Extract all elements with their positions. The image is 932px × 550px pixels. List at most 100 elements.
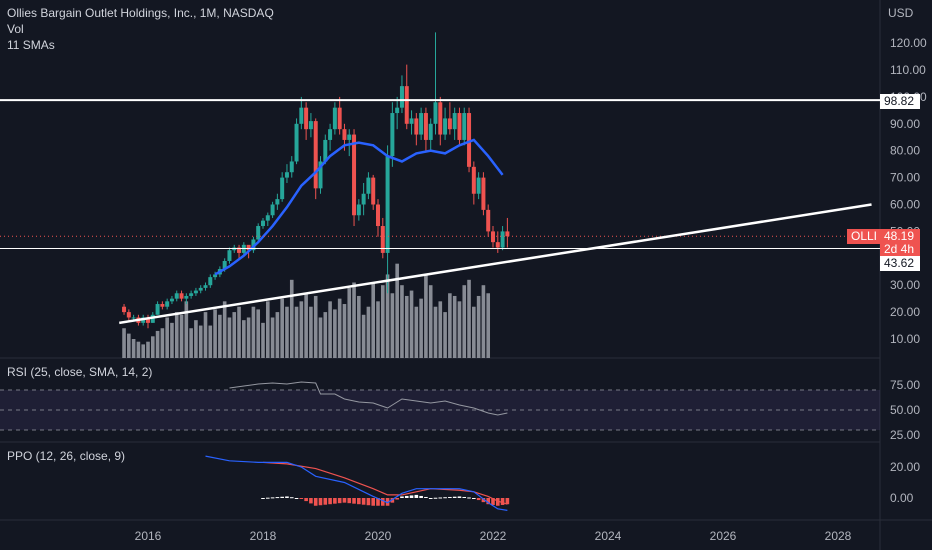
- rsi-tick-label: 75.00: [890, 378, 920, 392]
- candle-body: [131, 317, 136, 319]
- candle-body: [318, 161, 323, 189]
- candle-body: [265, 215, 270, 221]
- volume-bar: [127, 333, 131, 358]
- candle-body: [299, 107, 304, 124]
- ppo-histogram-bar: [500, 498, 505, 505]
- candle-body: [246, 244, 251, 251]
- ppo-histogram-bar: [428, 498, 433, 499]
- ppo-histogram-bar: [486, 498, 491, 505]
- ppo-histogram-bar: [261, 498, 265, 499]
- volume-bar: [270, 317, 275, 358]
- candle-body: [376, 204, 380, 227]
- ppo-histogram-bar: [265, 497, 270, 499]
- candle-body: [486, 209, 491, 232]
- candle-body: [423, 113, 428, 140]
- ppo-histogram-bar: [404, 495, 409, 498]
- time-tick-label: 2022: [480, 529, 507, 543]
- volume-bar: [409, 290, 414, 358]
- ppo-histogram-bar: [419, 495, 423, 498]
- candle-body: [160, 304, 165, 307]
- candle-body: [126, 312, 131, 318]
- volume-bar: [203, 312, 208, 358]
- volume-bar: [131, 339, 136, 358]
- candle-body: [155, 304, 160, 315]
- candle-body: [122, 306, 127, 313]
- ppo-histogram-bar: [433, 497, 438, 499]
- volume-bar: [323, 312, 328, 358]
- volume-bar: [376, 301, 380, 358]
- volume-bar: [309, 306, 313, 358]
- volume-bar: [155, 330, 160, 358]
- candle-body: [256, 226, 261, 240]
- time-tick-label: 2020: [365, 529, 392, 543]
- price-tick-label: 120.00: [890, 36, 927, 50]
- price-tick-label: 60.00: [890, 198, 920, 212]
- volume-bar: [438, 301, 443, 358]
- volume-bar: [352, 282, 356, 358]
- candle-body: [452, 113, 457, 130]
- ppo-label[interactable]: PPO (12, 26, close, 9): [7, 449, 126, 463]
- candle-body: [304, 107, 309, 130]
- ppo-histogram-bar: [285, 496, 289, 498]
- ppo-histogram-bar: [457, 496, 462, 498]
- candle-body: [165, 301, 170, 307]
- candle-body: [447, 118, 452, 130]
- candle-body: [169, 298, 174, 302]
- volume-bar: [304, 293, 308, 358]
- volume-bar: [294, 306, 299, 358]
- ppo-histogram-bar: [313, 498, 318, 506]
- volume-bar: [194, 320, 198, 358]
- ppo-tick-label: 0.00: [890, 491, 914, 505]
- volume-bar: [433, 306, 438, 358]
- candle-body: [294, 123, 299, 162]
- volume-bar: [189, 328, 193, 358]
- candle-body: [289, 161, 294, 173]
- volume-bar: [347, 287, 352, 358]
- ppo-histogram-bar: [385, 498, 390, 506]
- volume-bar: [486, 293, 491, 358]
- volume-bar: [404, 295, 409, 358]
- ppo-histogram-bar: [280, 496, 284, 498]
- candle-body: [332, 107, 337, 130]
- volume-bar: [361, 314, 366, 358]
- price-tick-label: 90.00: [890, 117, 920, 131]
- volume-bar: [462, 285, 467, 358]
- ppo-histogram-bar: [414, 494, 419, 498]
- ppo-histogram-bar: [495, 498, 500, 506]
- ppo-line: [205, 455, 508, 511]
- ppo-histogram-bar: [333, 498, 337, 504]
- ppo-histogram-bar: [390, 498, 395, 503]
- candle-body: [390, 113, 395, 157]
- candle-body: [342, 129, 347, 140]
- volume-bar: [414, 306, 419, 358]
- level-low-tag: 43.62: [880, 256, 920, 271]
- volume-bar: [400, 285, 404, 358]
- ppo-histogram-bar: [318, 498, 323, 506]
- volume-bar: [285, 306, 289, 358]
- rsi-tick-label: 25.00: [890, 428, 920, 442]
- sma-indicator-label[interactable]: 11 SMAs: [7, 38, 55, 52]
- candle-body: [467, 113, 472, 167]
- ppo-histogram-bar: [443, 497, 447, 499]
- candle-body: [471, 166, 476, 194]
- currency-label: USD: [888, 6, 914, 20]
- candle-body: [308, 121, 313, 130]
- ppo-histogram-bar: [380, 498, 385, 506]
- volume-bar: [328, 301, 332, 358]
- volume-bar: [218, 314, 222, 358]
- volume-bar: [184, 301, 189, 358]
- candle-body: [337, 107, 342, 130]
- chart-title: Ollies Bargain Outlet Holdings, Inc., 1M…: [7, 6, 274, 20]
- candle-body: [251, 239, 256, 251]
- volume-bar: [371, 282, 376, 358]
- volume-indicator-label[interactable]: Vol: [7, 22, 24, 36]
- candle-body: [443, 118, 448, 135]
- candle-body: [270, 204, 275, 216]
- volume-bar: [452, 295, 457, 358]
- candle-body: [409, 118, 414, 124]
- candle-body: [361, 193, 366, 205]
- candle-body: [284, 172, 289, 178]
- rsi-label[interactable]: RSI (25, close, SMA, 14, 2): [7, 365, 153, 379]
